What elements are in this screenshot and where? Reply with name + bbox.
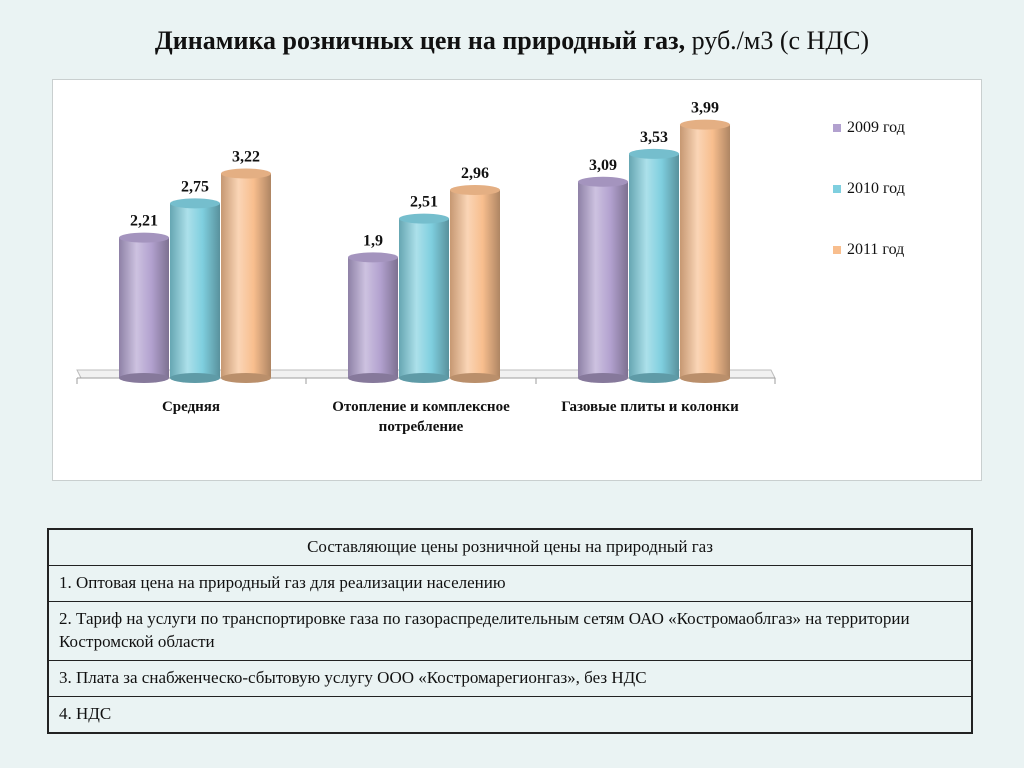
chart-area: 2,21 1,9 3,09 2,75 2,51 3,53 3,22 2,96 3,99 Средн… (52, 79, 982, 481)
bar (578, 181, 628, 378)
bar-base (119, 373, 169, 383)
legend-label: 2009 год (847, 119, 905, 136)
legend-item: 2009 год (833, 118, 905, 138)
bar-chart: 2,21 1,9 3,09 2,75 2,51 3,53 3,22 2,96 3,99 Средн… (76, 100, 776, 435)
data-label: 3,99 (691, 100, 719, 117)
data-label: 2,51 (410, 194, 438, 211)
bar (450, 190, 500, 378)
category-label: потребление (379, 419, 464, 435)
bar-base (348, 373, 398, 383)
bar-base (399, 373, 449, 383)
bar-top (578, 176, 628, 187)
bar-top (348, 252, 398, 263)
table-cell: 4. НДС (47, 695, 973, 734)
bar-top (399, 213, 449, 224)
table-cell: 3. Плата за снабженческо-сбытовую услугу… (47, 659, 973, 697)
data-label: 3,53 (640, 129, 668, 146)
data-label: 2,75 (181, 178, 209, 195)
bar (348, 257, 398, 378)
bar-top (170, 198, 220, 209)
table-row: 3. Плата за снабженческо-сбытовую услугу… (47, 659, 973, 697)
legend-label: 2011 год (847, 241, 905, 258)
table-row: 1. Оптовая цена на природный газ для реа… (47, 564, 973, 602)
chart-legend: 2009 год 2010 год 2011 год (833, 118, 905, 301)
bar-top (119, 232, 169, 243)
table-cell: 2. Тариф на услуги по транспортировке га… (47, 600, 973, 661)
bar-top (450, 185, 500, 196)
table-cell: 1. Оптовая цена на природный газ для реа… (47, 564, 973, 602)
bar (399, 218, 449, 378)
bar-base (680, 373, 730, 383)
bar-top (221, 168, 271, 179)
chart-title: Динамика розничных цен на природный газ,… (0, 26, 1024, 56)
legend-swatch (833, 185, 841, 193)
table-row: 4. НДС (47, 695, 973, 734)
table-header-cell: Составляющие цены розничной цены на прир… (47, 528, 973, 566)
bar (629, 153, 679, 378)
legend-label: 2010 год (847, 180, 905, 197)
bar-base (221, 373, 271, 383)
table-row: 2. Тариф на услуги по транспортировке га… (47, 600, 973, 661)
category-label: Средняя (162, 399, 220, 415)
data-label: 1,9 (363, 232, 383, 249)
bar (119, 237, 169, 378)
category-label: Отопление и комплексное (332, 399, 510, 415)
legend-swatch (833, 124, 841, 132)
legend-item: 2011 год (833, 240, 905, 260)
bar (170, 203, 220, 378)
price-components-table: Составляющие цены розничной цены на прир… (47, 528, 973, 734)
data-label: 2,21 (130, 213, 158, 230)
bar-top (680, 119, 730, 130)
bar-base (450, 373, 500, 383)
legend-item: 2010 год (833, 179, 905, 199)
category-label: Газовые плиты и колонки (561, 399, 739, 415)
bar-top (629, 148, 679, 159)
data-label: 3,22 (232, 149, 260, 166)
table-header-row: Составляющие цены розничной цены на прир… (47, 528, 973, 566)
bar-base (578, 373, 628, 383)
chart-title-main: Динамика розничных цен на природный газ, (154, 26, 686, 55)
bar (680, 124, 730, 378)
bar (221, 173, 271, 378)
bar-base (629, 373, 679, 383)
data-label: 3,09 (589, 157, 617, 174)
chart-title-unit: руб./м3 (с НДС) (691, 26, 870, 55)
bar-base (170, 373, 220, 383)
data-label: 2,96 (461, 165, 489, 182)
legend-swatch (833, 246, 841, 254)
